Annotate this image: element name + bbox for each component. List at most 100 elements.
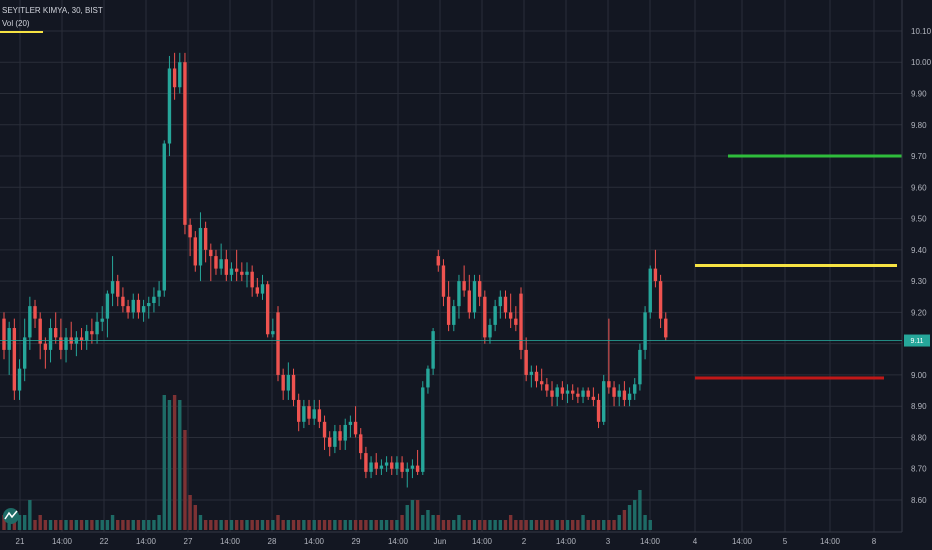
time-tick-label: 14:00	[732, 537, 753, 546]
volume-bar	[333, 520, 337, 530]
candle	[555, 384, 559, 407]
volume-bar	[317, 520, 322, 530]
candle	[214, 249, 218, 275]
time-tick-label: 14:00	[136, 537, 157, 546]
candle	[59, 318, 63, 360]
candle	[317, 399, 322, 429]
volume-bar	[410, 500, 415, 530]
time-tick-label: 28	[268, 537, 277, 546]
candle	[95, 312, 99, 344]
candle	[22, 318, 27, 382]
volume-bar	[296, 520, 301, 530]
candle	[581, 387, 585, 404]
candle	[431, 328, 435, 375]
candle	[622, 381, 627, 407]
volume-bar	[436, 515, 440, 530]
volume-bar	[379, 520, 384, 530]
volume-bar	[571, 520, 575, 530]
volume-bar	[638, 490, 642, 530]
candle	[229, 262, 234, 282]
last-price-marker: 9.11	[0, 334, 930, 347]
volume-bar	[374, 520, 378, 530]
volume-bar	[286, 520, 291, 530]
volume-bar	[157, 515, 161, 530]
candle	[209, 243, 213, 282]
candle	[374, 453, 378, 475]
volume-bar	[22, 515, 27, 530]
candle	[286, 362, 291, 400]
candle	[498, 290, 503, 319]
candle	[550, 381, 554, 407]
candle	[508, 293, 513, 329]
candle	[276, 306, 280, 382]
volume-bar	[240, 520, 244, 530]
candle	[658, 274, 663, 329]
candle	[12, 318, 17, 400]
candle	[255, 277, 260, 297]
candle	[116, 274, 120, 307]
volume-bar	[152, 520, 156, 530]
candle	[260, 274, 265, 300]
time-tick-label: 14:00	[472, 537, 493, 546]
candle	[400, 456, 404, 479]
last-price-label: 9.11	[910, 338, 923, 345]
candle	[633, 378, 637, 400]
price-tick-label: 9.30	[911, 277, 927, 286]
candle	[85, 324, 89, 350]
volume-bar	[560, 520, 565, 530]
candle	[183, 52, 187, 235]
volume-bar	[586, 520, 590, 530]
candle	[436, 249, 440, 272]
volume-bar	[255, 520, 260, 530]
price-tick-label: 9.20	[911, 308, 927, 317]
candle	[43, 337, 48, 369]
volume-bar	[364, 520, 368, 530]
time-axis[interactable]: 21 14:00 22 14:00 27 14:00 28 14:00 29 14:00 Jun 14…	[0, 531, 902, 546]
candle	[90, 318, 94, 344]
volume-bar	[250, 520, 254, 530]
volume-bar	[136, 520, 141, 530]
volume-bar	[214, 520, 218, 530]
candle	[234, 249, 239, 282]
candle	[483, 290, 487, 344]
volume-bar	[245, 520, 249, 530]
volume-bar	[534, 520, 539, 530]
candle	[7, 321, 11, 375]
volume-bar	[219, 520, 223, 530]
volume-indicator-label: Vol (20)	[2, 19, 30, 28]
volume-bar	[59, 520, 63, 530]
volume-bar	[493, 520, 497, 530]
volume-bar	[426, 510, 430, 530]
candle	[452, 299, 456, 332]
candle	[390, 456, 394, 475]
volume-bar	[85, 520, 89, 530]
candle	[539, 368, 544, 391]
candle	[157, 281, 161, 307]
candle	[441, 259, 446, 307]
volume-bar	[17, 515, 22, 530]
volume-bar	[622, 510, 627, 530]
volume-bar	[260, 520, 265, 530]
candle	[415, 449, 420, 475]
candle	[405, 462, 409, 488]
tradingview-logo-icon	[3, 508, 19, 524]
candle	[457, 274, 461, 319]
candle	[591, 387, 596, 407]
candle	[333, 424, 337, 454]
volume-bar	[100, 520, 104, 530]
candle	[410, 459, 415, 479]
candle	[162, 140, 166, 297]
volume-bar	[446, 520, 451, 530]
volume-bar	[74, 520, 79, 530]
volume-bar	[64, 520, 68, 530]
candle	[322, 415, 327, 450]
candle	[328, 431, 332, 457]
time-tick-label: 27	[184, 537, 193, 546]
volume-bar	[162, 395, 166, 530]
volume-bar	[28, 500, 32, 530]
price-axis[interactable]: 8.608.708.808.909.009.109.209.309.409.50…	[901, 0, 932, 532]
candle	[312, 399, 316, 425]
volume-bar	[147, 520, 151, 530]
